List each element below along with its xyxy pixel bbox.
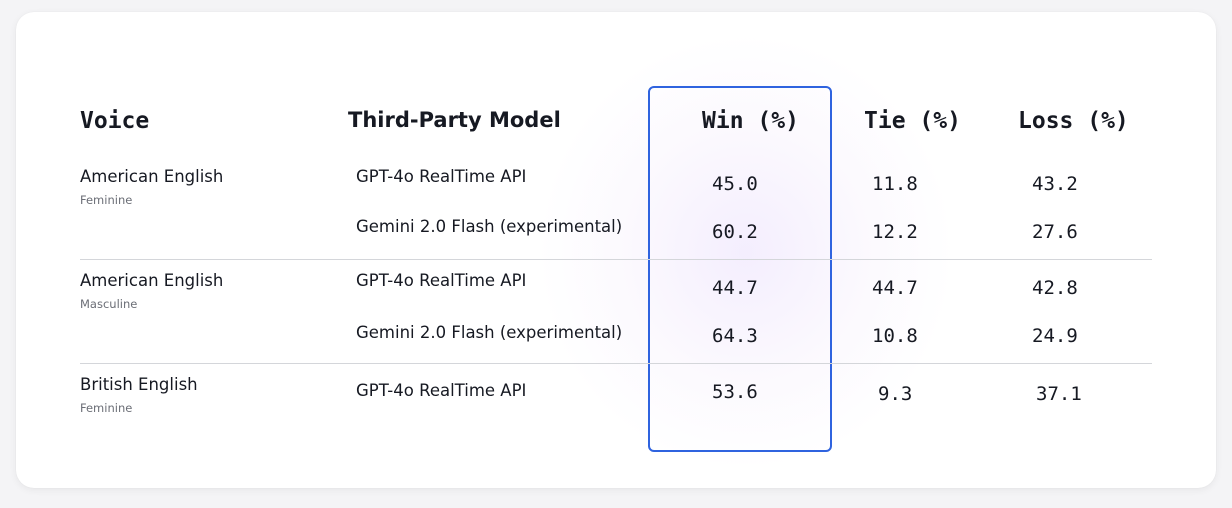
header-win: Win (%) [702,108,799,134]
tie-value: 10.8 [872,325,918,347]
tie-value: 12.2 [872,221,918,243]
tie-value: 9.3 [878,383,913,405]
group-divider [80,363,1152,364]
results-card: Voice Third-Party Model Win (%) Tie (%) … [16,12,1216,488]
win-value: 64.3 [712,325,758,347]
loss-value: 24.9 [1032,325,1078,347]
header-tie: Tie (%) [864,108,961,134]
loss-value: 43.2 [1032,173,1078,195]
voice-name: American English [80,167,224,186]
loss-value: 42.8 [1032,277,1078,299]
model-name: Gemini 2.0 Flash (experimental) [356,217,623,236]
model-name: GPT-4o RealTime API [356,381,527,400]
voice-style: Masculine [80,297,138,311]
header-third-party-model: Third-Party Model [348,108,561,132]
tie-value: 44.7 [872,277,918,299]
loss-value: 27.6 [1032,221,1078,243]
voice-name: American English [80,271,224,290]
model-name: GPT-4o RealTime API [356,167,527,186]
win-value: 44.7 [712,277,758,299]
win-value: 53.6 [712,381,758,403]
win-value: 45.0 [712,173,758,195]
voice-style: Feminine [80,401,133,415]
header-voice: Voice [80,108,150,134]
group-divider [80,259,1152,260]
model-name: GPT-4o RealTime API [356,271,527,290]
header-loss: Loss (%) [1018,108,1129,134]
tie-value: 11.8 [872,173,918,195]
background-glow [536,32,956,472]
voice-name: British English [80,375,198,394]
loss-value: 37.1 [1036,383,1082,405]
win-value: 60.2 [712,221,758,243]
model-name: Gemini 2.0 Flash (experimental) [356,323,623,342]
voice-style: Feminine [80,193,133,207]
